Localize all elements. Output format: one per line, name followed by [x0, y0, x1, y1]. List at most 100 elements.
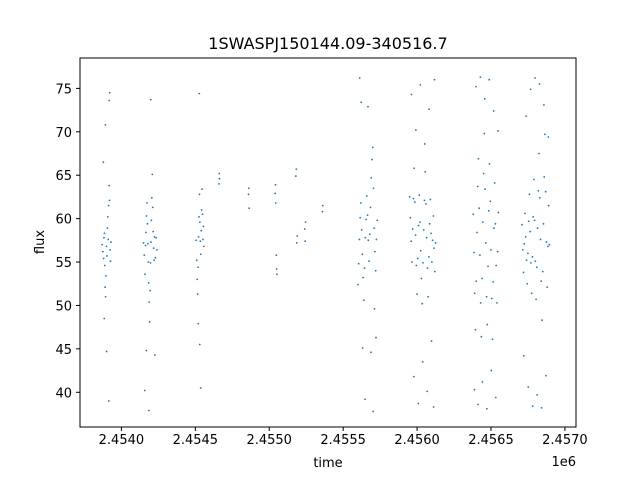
data-point [363, 267, 366, 270]
data-point [148, 301, 151, 303]
data-point [144, 244, 147, 247]
y-axis-ticks: 40 45 50 55 60 65 70 75 [55, 82, 80, 401]
data-point [525, 115, 528, 118]
data-point [367, 239, 370, 242]
data-point [531, 405, 534, 408]
data-point [484, 242, 487, 244]
data-point [370, 176, 373, 179]
data-point [412, 197, 415, 200]
data-point [152, 230, 155, 233]
data-point [103, 264, 106, 267]
data-point [546, 286, 549, 289]
data-point [429, 198, 432, 201]
y-tick-label: 45 [55, 343, 72, 358]
data-point [357, 283, 359, 286]
data-point [304, 240, 307, 243]
data-point [491, 338, 494, 341]
data-point [433, 78, 436, 81]
data-point [375, 336, 377, 339]
data-point [548, 243, 551, 246]
data-point [372, 410, 375, 413]
data-point [104, 286, 107, 289]
data-point [362, 299, 365, 302]
data-point [477, 157, 480, 160]
data-point [430, 232, 433, 235]
data-point [198, 343, 201, 346]
data-point [148, 321, 151, 323]
x-axis-ticks: 2.4540 2.4545 2.4550 2.4555 2.4560 2.4565 2.45… [99, 427, 588, 448]
data-point [146, 222, 149, 225]
y-tick-label: 50 [55, 299, 72, 314]
data-point [410, 93, 413, 96]
x-tick-label: 2.4570 [542, 433, 588, 448]
y-tick-label: 65 [55, 169, 72, 184]
data-point [107, 204, 110, 207]
data-point [523, 242, 526, 245]
data-point [367, 105, 369, 108]
data-point [370, 351, 372, 354]
data-point [423, 199, 426, 202]
data-point [365, 195, 368, 197]
data-point [524, 235, 527, 238]
data-point [414, 234, 417, 237]
data-point [106, 227, 109, 230]
data-point [479, 76, 482, 78]
data-point [108, 91, 111, 94]
data-point [425, 202, 427, 205]
data-point [201, 213, 204, 216]
data-point [102, 161, 105, 164]
data-point [198, 215, 200, 218]
data-point [422, 229, 425, 231]
data-point [143, 254, 146, 256]
data-point [472, 213, 475, 216]
x-tick-label: 2.4550 [246, 433, 292, 448]
data-point [275, 254, 278, 256]
data-point [150, 241, 152, 243]
data-point [248, 207, 251, 210]
data-point [547, 204, 550, 207]
data-point [541, 270, 544, 273]
data-point [473, 292, 476, 295]
data-point [533, 219, 536, 222]
data-point [432, 215, 435, 217]
data-point [321, 210, 324, 213]
data-point [199, 387, 202, 389]
data-point [534, 260, 537, 263]
data-point [371, 158, 373, 161]
data-point [532, 178, 535, 181]
data-point [146, 242, 149, 245]
data-point [536, 393, 539, 396]
data-point [527, 252, 529, 255]
data-point [547, 245, 549, 248]
data-point [198, 92, 201, 95]
data-point [360, 101, 363, 104]
data-point [144, 273, 146, 276]
data-points [101, 76, 551, 413]
data-point [421, 360, 424, 363]
data-point [196, 293, 199, 296]
data-point [545, 241, 548, 243]
data-point [488, 78, 491, 81]
data-point [373, 308, 376, 310]
data-point [527, 386, 530, 388]
data-point [540, 407, 543, 409]
data-point [364, 398, 366, 401]
data-point [372, 187, 375, 190]
data-point [369, 206, 372, 209]
x-axis-label: time [313, 456, 342, 471]
data-point [475, 280, 478, 283]
data-point [198, 193, 201, 196]
data-point [147, 281, 150, 284]
data-point [153, 259, 155, 262]
data-point [147, 409, 150, 412]
data-point [374, 269, 377, 272]
data-point [195, 259, 198, 262]
data-point [110, 241, 112, 243]
data-point [433, 270, 436, 273]
axes-frame [79, 57, 577, 428]
data-point [357, 262, 360, 265]
data-point [431, 239, 434, 242]
data-point [475, 85, 477, 88]
data-point [529, 230, 532, 233]
